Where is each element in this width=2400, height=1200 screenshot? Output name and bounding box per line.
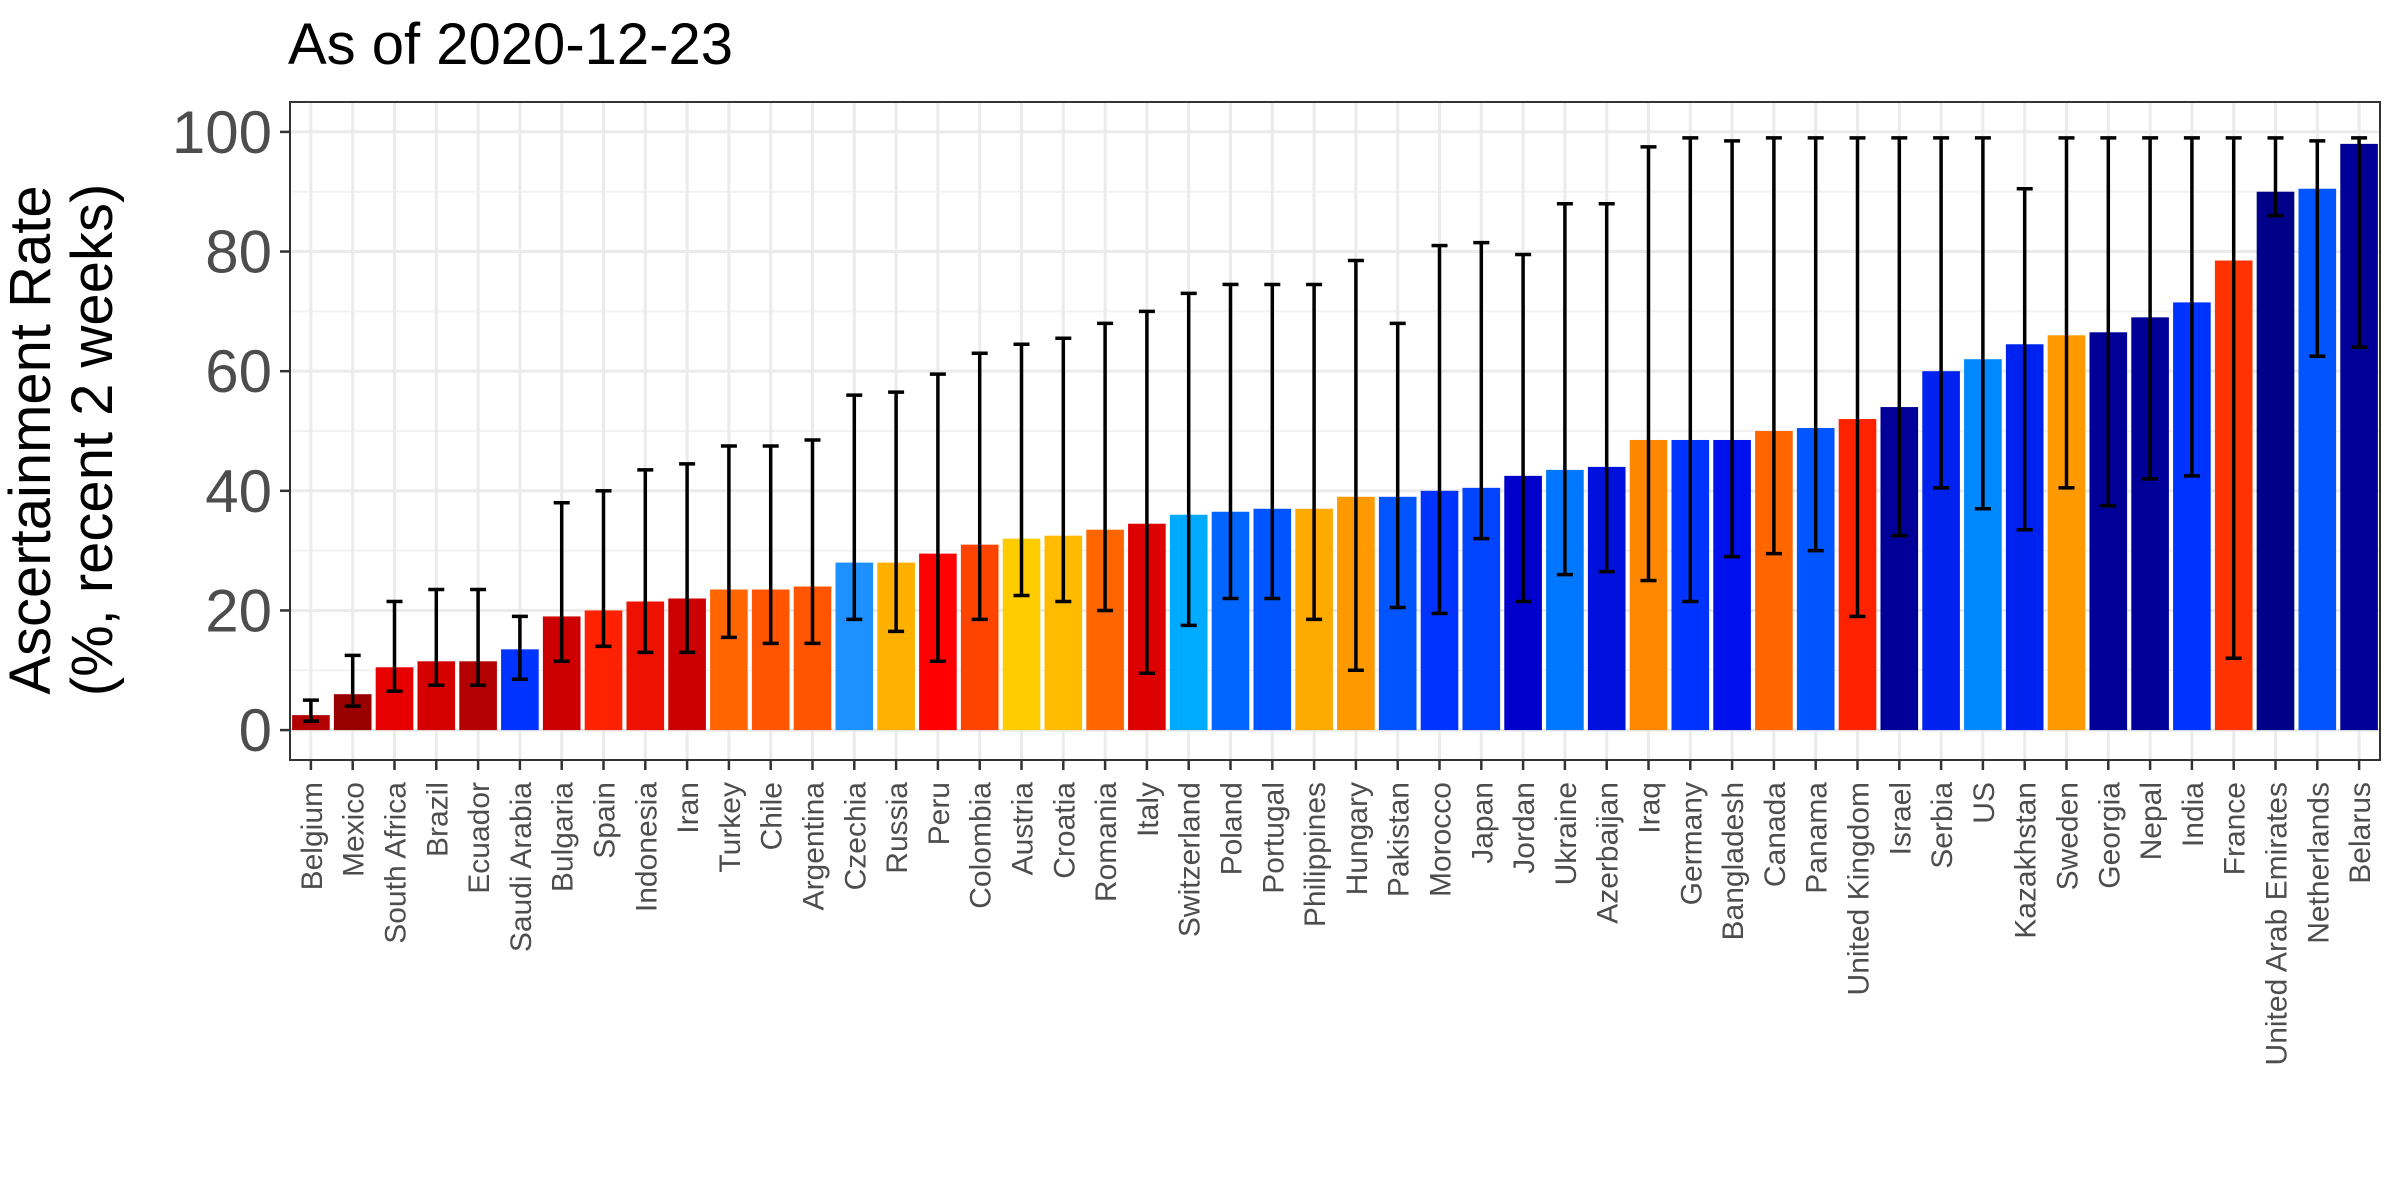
- x-tick-label: United Arab Emirates: [2261, 782, 2294, 1065]
- y-tick-label: 100: [172, 99, 272, 166]
- x-tick-label: Portugal: [1257, 782, 1290, 894]
- x-tick-label: Georgia: [2093, 782, 2126, 889]
- x-tick-label: Kazakhstan: [2010, 782, 2043, 939]
- x-tick-label: Belarus: [2344, 782, 2377, 884]
- y-axis-title-line-1: Ascertainment Rate: [0, 185, 63, 694]
- x-tick-label: Turkey: [714, 782, 747, 873]
- x-tick-label: Saudi Arabia: [505, 782, 538, 952]
- x-tick-label: Italy: [1132, 782, 1165, 837]
- x-tick-label: South Africa: [380, 782, 413, 944]
- x-tick-label: Mexico: [338, 782, 371, 877]
- x-tick-label: France: [2219, 782, 2252, 875]
- x-tick-label: Croatia: [1048, 782, 1081, 879]
- x-tick-label: Morocco: [1425, 782, 1458, 897]
- x-tick-label: Brazil: [421, 782, 454, 857]
- y-tick-label: 0: [239, 697, 272, 764]
- bar-united-arab-emirates: [2257, 192, 2295, 730]
- x-tick-label: Netherlands: [2302, 782, 2335, 944]
- x-tick-label: Ecuador: [463, 782, 496, 894]
- x-tick-label: Spain: [589, 782, 622, 859]
- x-tick-label: Chile: [756, 782, 789, 850]
- x-tick-label: Peru: [923, 782, 956, 845]
- x-tick-label: Canada: [1759, 782, 1792, 887]
- x-tick-label: United Kingdom: [1843, 782, 1876, 995]
- x-tick-label: Germany: [1675, 782, 1708, 905]
- x-tick-label: Panama: [1801, 782, 1834, 894]
- x-tick-label: Ukraine: [1550, 782, 1583, 885]
- x-tick-label: India: [2177, 782, 2210, 847]
- x-tick-label: Pakistan: [1383, 782, 1416, 897]
- x-tick-label: Colombia: [965, 782, 998, 909]
- x-tick-label: Belgium: [296, 782, 329, 890]
- x-tick-label: Argentina: [798, 782, 831, 911]
- x-tick-label: Israel: [1884, 782, 1917, 855]
- x-tick-label: Switzerland: [1174, 782, 1207, 937]
- x-tick-label: Poland: [1216, 782, 1249, 875]
- x-tick-label: Sweden: [2052, 782, 2085, 890]
- x-tick-label: Iran: [672, 782, 705, 834]
- x-tick-label: Bangladesh: [1717, 782, 1750, 940]
- x-tick-label: Hungary: [1341, 782, 1374, 895]
- x-tick-label: Philippines: [1299, 782, 1332, 927]
- y-axis-title: Ascertainment Rate (%, recent 2 weeks): [0, 184, 125, 697]
- chart-title: As of 2020-12-23: [288, 12, 733, 77]
- x-tick-label: Bulgaria: [547, 782, 580, 892]
- x-tick-label: Czechia: [839, 782, 872, 891]
- x-tick-label: Iraq: [1634, 782, 1667, 834]
- plot-area: 0 20 40 60 80 100 Belgium Mexico South Africa Bra…: [172, 99, 2380, 1066]
- y-tick-label: 60: [205, 338, 272, 405]
- y-axis-title-line-2: (%, recent 2 weeks): [60, 184, 125, 697]
- x-tick-label: Serbia: [1926, 782, 1959, 869]
- x-tick-label: Jordan: [1508, 782, 1541, 874]
- y-tick-label: 40: [205, 458, 272, 525]
- x-tick-label: Romania: [1090, 782, 1123, 902]
- y-tick-label: 80: [205, 219, 272, 286]
- x-tick-label: Nepal: [2135, 782, 2168, 860]
- x-tick-label: Indonesia: [630, 782, 663, 912]
- x-tick-label: Austria: [1007, 782, 1040, 876]
- x-tick-label: Japan: [1466, 782, 1499, 864]
- y-tick-label: 20: [205, 577, 272, 644]
- x-tick-label: US: [1968, 782, 2001, 824]
- x-tick-label: Azerbaijan: [1592, 782, 1625, 924]
- x-tick-label: Russia: [881, 782, 914, 874]
